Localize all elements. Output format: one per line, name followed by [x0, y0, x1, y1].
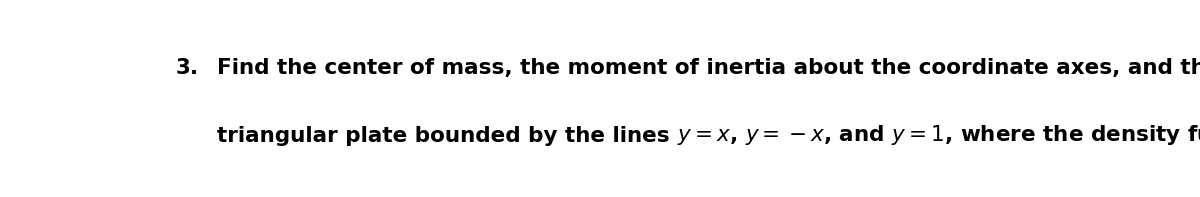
Text: Find the center of mass, the moment of inertia about the coordinate axes, and th: Find the center of mass, the moment of i… [217, 58, 1200, 78]
Text: $y = x$, $y = -x$, and $y = 1$, where the density function is $\rho(x, y) = 3x^2: $y = x$, $y = -x$, and $y = 1$, where th… [677, 120, 1200, 149]
Text: triangular plate bounded by the lines: triangular plate bounded by the lines [217, 126, 677, 146]
Text: 3.: 3. [176, 58, 199, 78]
